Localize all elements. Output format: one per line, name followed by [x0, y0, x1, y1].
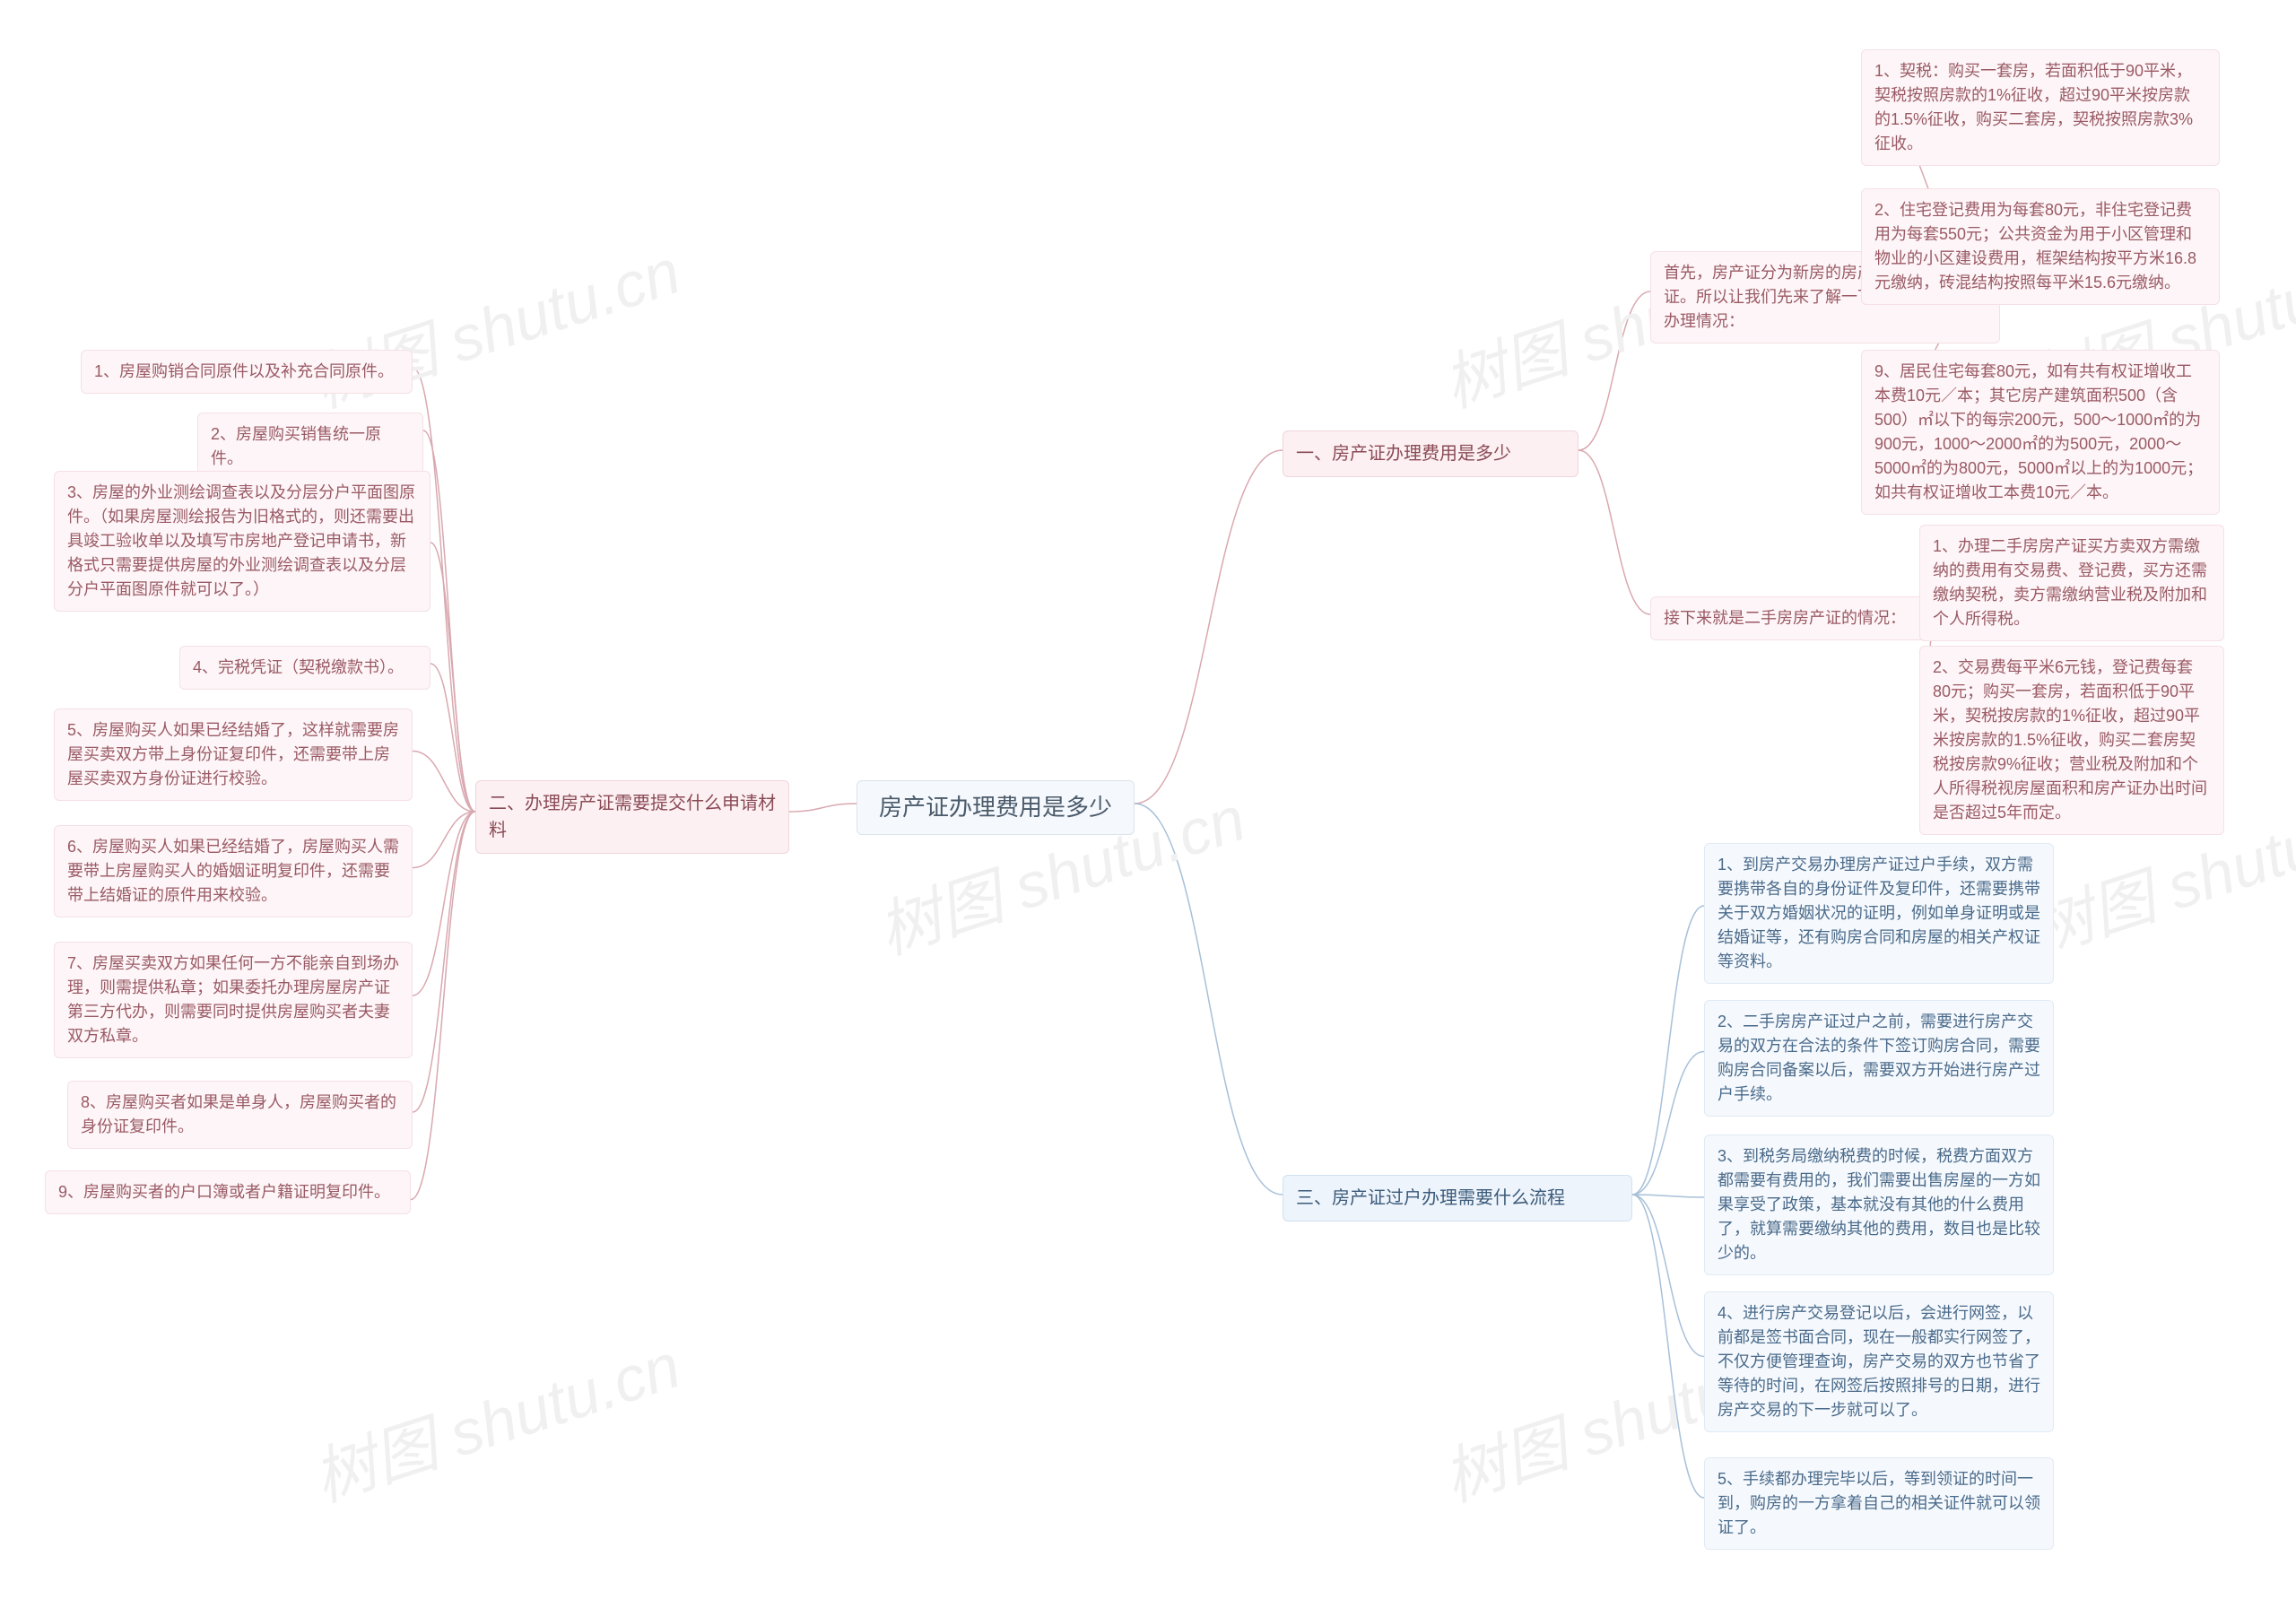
branch-3: 三、房产证过户办理需要什么流程 [1283, 1175, 1632, 1221]
branch-1-sub-b: 接下来就是二手房房产证的情况： [1650, 596, 1937, 640]
branch2-leaf-5: 5、房屋购买人如果已经结婚了，这样就需要房屋买卖双方带上身份证复印件，还需要带上… [54, 709, 413, 801]
branch1a-leaf-1: 1、契税：购买一套房，若面积低于90平米，契税按照房款的1%征收，超过90平米按… [1861, 49, 2220, 166]
branch3-leaf-5: 5、手续都办理完毕以后，等到领证的时间一到，购房的一方拿着自己的相关证件就可以领… [1704, 1457, 2054, 1550]
branch3-leaf-3: 3、到税务局缴纳税费的时候，税费方面双方都需要有费用的，我们需要出售房屋的一方如… [1704, 1135, 2054, 1275]
branch2-leaf-8: 8、房屋购买者如果是单身人，房屋购买者的身份证复印件。 [67, 1081, 413, 1149]
branch1b-leaf-2: 2、交易费每平米6元钱，登记费每套80元；购买一套房，若面积低于90平米，契税按… [1919, 646, 2224, 835]
watermark-1: 树图 shutu.cn [300, 222, 691, 425]
branch2-leaf-4: 4、完税凭证（契税缴款书）。 [179, 646, 430, 690]
branch-1: 一、房产证办理费用是多少 [1283, 430, 1578, 477]
branch2-leaf-6: 6、房屋购买人如果已经结婚了，房屋购买人需要带上房屋购买人的婚姻证明复印件，还需… [54, 825, 413, 917]
branch1b-leaf-1: 1、办理二手房房产证买方卖双方需缴纳的费用有交易费、登记费，买方还需缴纳契税，卖… [1919, 525, 2224, 641]
branch3-leaf-1: 1、到房产交易办理房产证过户手续，双方需要携带各自的身份证件及复印件，还需要携带… [1704, 843, 2054, 984]
branch3-leaf-2: 2、二手房房产证过户之前，需要进行房产交易的双方在合法的条件下签订购房合同，需要… [1704, 1000, 2054, 1117]
branch-2: 二、办理房产证需要提交什么申请材料 [475, 780, 789, 854]
branch3-leaf-4: 4、进行房产交易登记以后，会进行网签，以前都是签书面合同，现在一般都实行网签了，… [1704, 1291, 2054, 1432]
branch2-leaf-7: 7、房屋买卖双方如果任何一方不能亲自到场办理，则需提供私章；如果委托办理房屋房产… [54, 942, 413, 1058]
branch1a-leaf-3: 9、居民住宅每套80元，如有共有权证增收工本费10元／本；其它房产建筑面积500… [1861, 350, 2220, 515]
branch2-leaf-9: 9、房屋购买者的户口簿或者户籍证明复印件。 [45, 1170, 411, 1214]
branch2-leaf-1: 1、房屋购销合同原件以及补充合同原件。 [81, 350, 413, 394]
branch2-leaf-3: 3、房屋的外业测绘调查表以及分层分户平面图原件。（如果房屋测绘报告为旧格式的，则… [54, 471, 430, 612]
watermark-2: 树图 shutu.cn [300, 1316, 691, 1519]
root-node: 房产证办理费用是多少 [857, 780, 1135, 835]
branch1a-leaf-2: 2、住宅登记费用为每套80元，非住宅登记费用为每套550元；公共资金为用于小区管… [1861, 188, 2220, 305]
